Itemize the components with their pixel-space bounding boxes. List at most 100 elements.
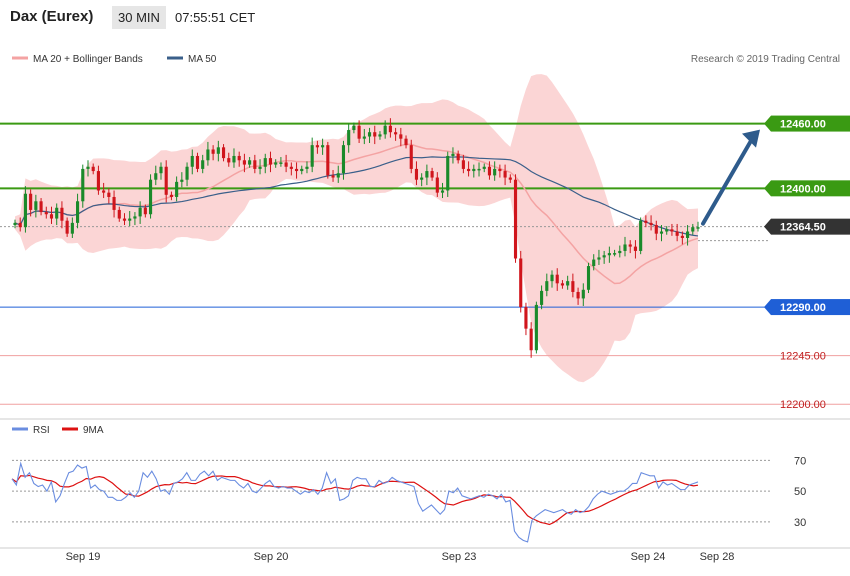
candle: [190, 149, 194, 175]
candle: [508, 174, 512, 183]
candle: [435, 172, 439, 197]
candle: [122, 213, 127, 226]
candle: [185, 162, 189, 187]
candle: [456, 150, 460, 164]
x-tick-label: Sep 23: [442, 551, 477, 563]
candle: [112, 190, 116, 218]
candle: [341, 140, 346, 180]
x-tick-label: Sep 28: [700, 551, 735, 563]
x-tick-label: Sep 19: [66, 551, 101, 563]
level-label-12290.00: 12290.00: [780, 302, 826, 314]
candle: [70, 217, 74, 238]
candle: [649, 215, 653, 231]
candle: [201, 154, 205, 174]
candle: [18, 217, 22, 232]
rsi-tick-label: 50: [794, 486, 806, 498]
candle: [560, 280, 565, 289]
candle: [76, 193, 80, 229]
moving-averages: [14, 143, 699, 285]
candle: [404, 135, 408, 149]
forecast-arrow: [701, 129, 760, 226]
rsi-line: [11, 461, 699, 543]
candle: [388, 118, 392, 138]
rsi-ma-line: [11, 474, 699, 526]
candle: [519, 250, 523, 313]
candle: [206, 141, 210, 166]
candle: [315, 140, 319, 154]
candle: [86, 160, 90, 177]
candle: [555, 268, 559, 291]
candle: [461, 154, 465, 174]
candle: [34, 194, 38, 218]
candle: [529, 322, 533, 358]
candle: [227, 152, 231, 167]
candle: [618, 245, 622, 258]
candle: [566, 275, 570, 290]
candle: [352, 122, 356, 134]
level-label-12400.00: 12400.00: [780, 183, 826, 195]
level-label-12460.00: 12460.00: [780, 119, 826, 131]
candle: [378, 131, 382, 140]
candle: [263, 153, 267, 174]
candle: [279, 157, 283, 167]
candle: [336, 165, 340, 183]
candle: [248, 157, 252, 168]
candle: [451, 147, 455, 164]
candle: [686, 225, 690, 246]
ma50-line: [14, 156, 699, 237]
candle: [305, 161, 309, 174]
bollinger-band-area: [15, 74, 698, 383]
candle: [513, 174, 518, 263]
candle: [659, 225, 664, 242]
candle: [13, 219, 17, 229]
candle: [571, 273, 575, 298]
level-labels: 12460.00 12400.00 12364.50 12290.00 12245.00…: [764, 115, 850, 411]
candle: [493, 161, 497, 181]
candle: [597, 249, 601, 265]
bollinger-bands: [15, 74, 698, 383]
level-label-12200.00: 12200.00: [780, 399, 826, 411]
candle: [394, 127, 398, 141]
timeframe-badge[interactable]: 30 MIN: [112, 6, 166, 29]
candle: [592, 254, 596, 271]
candle: [680, 231, 684, 245]
candle: [195, 152, 200, 173]
candle: [211, 145, 215, 161]
candle: [232, 148, 236, 168]
candle: [164, 160, 168, 203]
candle: [175, 176, 179, 202]
candle: [367, 127, 372, 143]
candle: [440, 182, 445, 199]
candle: [169, 191, 173, 201]
rsi-legend-label: RSI: [33, 425, 50, 436]
candle: [414, 161, 419, 186]
level-label-12364.50: 12364.50: [780, 222, 826, 234]
candle: [362, 128, 366, 145]
ma20-line: [14, 143, 699, 285]
candle: [39, 198, 43, 216]
candle: [284, 154, 288, 173]
level-badge-pointer: [764, 115, 771, 132]
bollinger-legend-label: MA 20 + Bollinger Bands: [33, 54, 143, 65]
candle: [253, 154, 257, 174]
candle: [81, 164, 85, 208]
candle: [96, 165, 100, 195]
instrument-title: Dax (Eurex): [10, 8, 94, 25]
candle: [29, 189, 33, 217]
candle: [420, 173, 424, 187]
candle: [613, 249, 617, 257]
candle: [639, 217, 643, 255]
candle: [347, 123, 351, 153]
candle: [581, 283, 585, 306]
candle: [221, 144, 226, 162]
ma50-legend-label: MA 50: [188, 54, 217, 65]
candle: [550, 270, 554, 288]
candle: [49, 206, 54, 224]
price-levels: [0, 122, 850, 405]
candle: [373, 125, 377, 145]
candle: [670, 223, 674, 236]
candle: [91, 163, 95, 175]
candle: [242, 153, 246, 173]
x-tick-label: Sep 20: [254, 551, 289, 563]
